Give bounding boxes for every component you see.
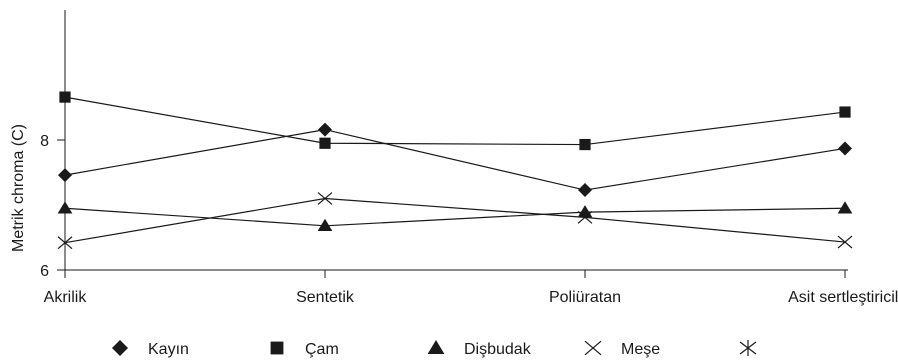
x-ticks: Akrilik Sentetik Poliüratan Asit sertleştir…	[44, 270, 898, 306]
data-point	[837, 235, 853, 249]
data-point	[317, 192, 333, 205]
data-point	[319, 137, 331, 149]
data-point	[318, 122, 332, 137]
x-tick-label: Poliüratan	[549, 289, 621, 306]
y-ticks: 68	[40, 133, 65, 280]
data-point	[578, 183, 592, 198]
x-tick-label: Akrilik	[44, 289, 88, 306]
series-line	[64, 128, 846, 191]
series-1	[58, 122, 852, 198]
series-3	[57, 201, 853, 232]
legend-label: Dişbudak	[464, 341, 532, 358]
data-point	[579, 138, 591, 151]
legend-marker-extra	[739, 340, 757, 356]
series-line	[64, 96, 846, 146]
data-point	[577, 210, 593, 224]
data-point	[839, 106, 851, 118]
data-point	[837, 201, 853, 214]
legend-marker	[427, 340, 445, 354]
legend-label: Çam	[305, 341, 339, 358]
series-line	[64, 207, 846, 227]
x-tick-label: Sentetik	[296, 289, 355, 306]
series-2	[59, 91, 851, 151]
series-line	[64, 197, 846, 244]
y-axis-title: Metrik chroma (C)	[10, 124, 27, 252]
data-point	[317, 218, 333, 232]
data-point	[57, 236, 73, 250]
legend-marker	[584, 340, 602, 356]
data-point	[838, 141, 852, 156]
legend-label: Meşe	[621, 341, 660, 358]
data-point	[577, 205, 593, 218]
data-point	[58, 168, 72, 183]
data-point	[59, 91, 71, 103]
legend-marker	[270, 341, 284, 355]
legend: Kayın Çam Dişbudak Meşe	[112, 340, 757, 358]
y-tick-label: 6	[40, 263, 49, 280]
legend-label: Kayın	[148, 341, 189, 358]
y-tick-label: 8	[40, 133, 49, 150]
series-layer	[57, 91, 853, 250]
data-point	[57, 201, 73, 214]
series-4	[57, 192, 853, 250]
x-tick-label: Asit sertleştiricili	[788, 289, 898, 306]
legend-marker	[112, 340, 128, 356]
